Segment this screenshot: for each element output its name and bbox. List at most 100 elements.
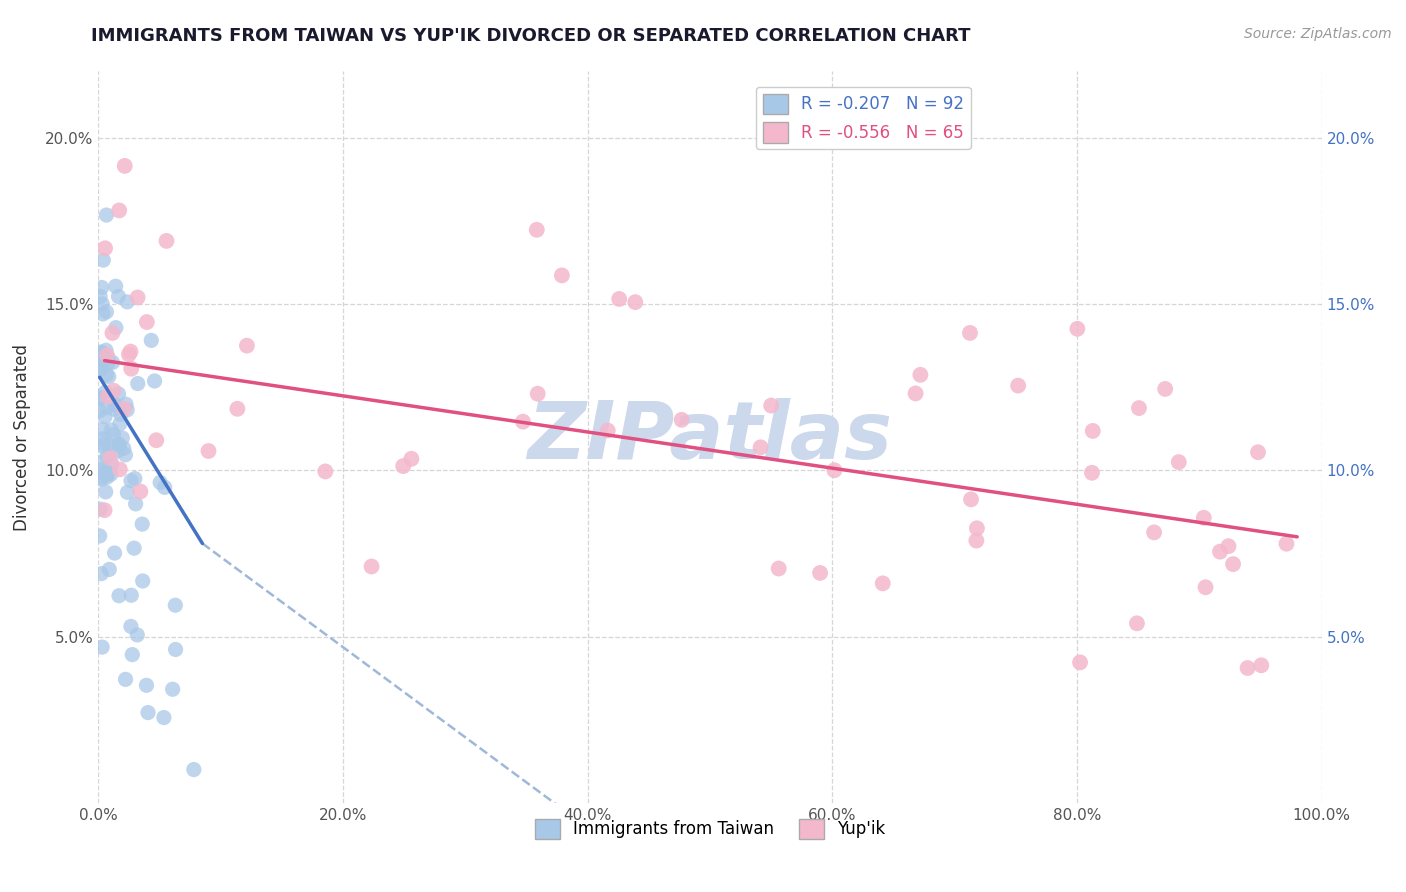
- Point: [162, 682, 184, 697]
- Point: [131, 574, 153, 588]
- Point: [110, 408, 132, 422]
- Point: [100, 467, 122, 482]
- Point: [120, 588, 142, 602]
- Point: [91, 297, 114, 311]
- Point: [141, 334, 163, 348]
- Point: [960, 492, 983, 507]
- Point: [124, 497, 146, 511]
- Point: [1222, 557, 1244, 571]
- Point: [749, 440, 772, 454]
- Point: [101, 355, 124, 369]
- Point: [89, 346, 111, 360]
- Point: [129, 484, 152, 499]
- Point: [149, 475, 172, 490]
- Point: [1192, 510, 1215, 524]
- Point: [91, 354, 114, 368]
- Point: [91, 432, 114, 446]
- Point: [1236, 661, 1258, 675]
- Point: [96, 305, 118, 319]
- Point: [551, 268, 574, 283]
- Point: [89, 471, 111, 485]
- Point: [904, 386, 927, 401]
- Point: [127, 290, 149, 304]
- Point: [392, 459, 415, 474]
- Text: ZIPatlas: ZIPatlas: [527, 398, 893, 476]
- Point: [624, 295, 647, 310]
- Legend: Immigrants from Taiwan, Yup'ik: Immigrants from Taiwan, Yup'ik: [527, 812, 893, 846]
- Point: [100, 423, 122, 437]
- Point: [96, 401, 118, 415]
- Point: [1167, 455, 1189, 469]
- Point: [103, 427, 125, 442]
- Point: [596, 424, 619, 438]
- Point: [120, 474, 142, 488]
- Point: [155, 234, 177, 248]
- Point: [1128, 401, 1150, 415]
- Point: [1081, 466, 1104, 480]
- Point: [108, 462, 131, 476]
- Point: [823, 463, 845, 477]
- Point: [526, 386, 548, 401]
- Point: [97, 369, 120, 384]
- Point: [165, 599, 187, 613]
- Point: [401, 451, 423, 466]
- Point: [136, 706, 159, 720]
- Point: [96, 449, 118, 463]
- Point: [1154, 382, 1177, 396]
- Point: [89, 391, 111, 405]
- Point: [108, 439, 131, 453]
- Point: [121, 648, 143, 662]
- Point: [360, 559, 382, 574]
- Point: [122, 541, 145, 556]
- Point: [107, 387, 129, 401]
- Point: [90, 455, 112, 469]
- Point: [183, 763, 205, 777]
- Point: [1247, 445, 1270, 459]
- Point: [89, 392, 111, 406]
- Point: [153, 710, 176, 724]
- Point: [96, 348, 118, 362]
- Point: [1007, 378, 1029, 392]
- Point: [96, 208, 118, 222]
- Point: [89, 360, 111, 375]
- Point: [314, 465, 336, 479]
- Point: [120, 344, 142, 359]
- Point: [89, 404, 111, 418]
- Point: [91, 307, 114, 321]
- Point: [94, 241, 117, 255]
- Point: [512, 415, 534, 429]
- Point: [671, 413, 693, 427]
- Text: Source: ZipAtlas.com: Source: ZipAtlas.com: [1244, 27, 1392, 41]
- Point: [104, 320, 127, 334]
- Point: [759, 399, 782, 413]
- Point: [127, 376, 149, 391]
- Point: [526, 223, 548, 237]
- Point: [98, 562, 121, 576]
- Point: [107, 443, 129, 458]
- Point: [1209, 544, 1232, 558]
- Point: [236, 339, 259, 353]
- Point: [135, 678, 157, 692]
- Point: [94, 465, 117, 479]
- Point: [965, 533, 987, 548]
- Point: [108, 417, 131, 431]
- Point: [910, 368, 932, 382]
- Point: [1143, 525, 1166, 540]
- Point: [1250, 658, 1272, 673]
- Point: [96, 368, 118, 382]
- Point: [1275, 537, 1298, 551]
- Point: [104, 398, 127, 412]
- Point: [107, 437, 129, 451]
- Point: [111, 431, 134, 445]
- Point: [90, 280, 112, 294]
- Point: [120, 361, 142, 376]
- Point: [108, 203, 131, 218]
- Point: [114, 159, 136, 173]
- Point: [1066, 322, 1088, 336]
- Point: [107, 289, 129, 303]
- Point: [124, 472, 146, 486]
- Point: [96, 470, 118, 484]
- Point: [90, 566, 112, 581]
- Point: [94, 484, 117, 499]
- Point: [226, 401, 249, 416]
